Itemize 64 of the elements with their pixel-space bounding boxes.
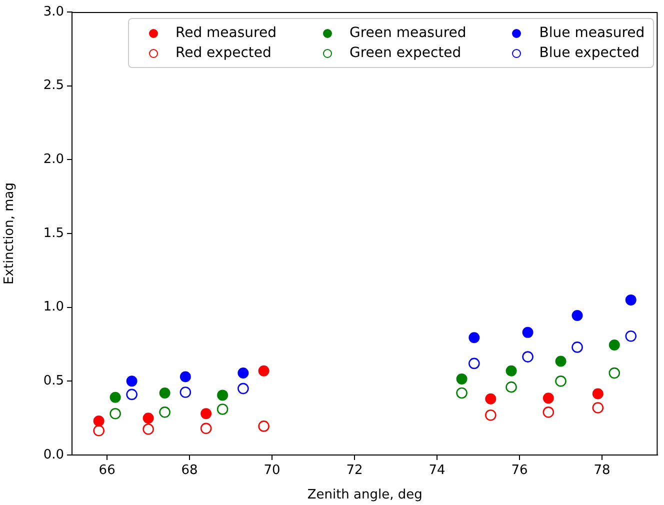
x-tick-label: 70	[264, 463, 280, 478]
point	[506, 365, 517, 376]
point	[93, 416, 104, 427]
legend-label: Green expected	[350, 45, 462, 61]
point	[485, 393, 496, 404]
point	[110, 392, 121, 403]
point	[608, 339, 620, 350]
x-tick-label: 78	[594, 463, 610, 478]
point	[93, 424, 104, 436]
y-tick-label: 0.5	[43, 374, 64, 389]
point	[110, 408, 121, 420]
point	[126, 388, 138, 400]
y-tick-label: 1.5	[43, 226, 64, 241]
point	[542, 406, 554, 418]
y-tick-label: 0.0	[43, 447, 64, 462]
y-tick-label: 3.0	[43, 4, 64, 20]
legend-label: Green measured	[350, 25, 466, 41]
x-tick-label: 66	[98, 463, 116, 478]
x-tick-label: 68	[181, 463, 198, 478]
point	[180, 371, 191, 382]
x-axis-title: Zenith angle, deg	[307, 488, 422, 503]
point	[200, 408, 212, 420]
point	[126, 376, 138, 387]
point	[572, 342, 583, 353]
point	[216, 404, 228, 415]
point	[142, 424, 154, 435]
point	[159, 406, 170, 418]
y-tick-label: 2.0	[43, 152, 64, 168]
point	[592, 388, 604, 400]
point	[555, 356, 566, 367]
y-tick-label: 1.0	[43, 300, 64, 315]
point	[142, 412, 154, 424]
point	[542, 392, 554, 404]
point	[625, 330, 637, 342]
point	[200, 422, 212, 434]
point	[258, 420, 270, 432]
x-tick-label: 74	[428, 463, 446, 478]
point	[180, 386, 192, 398]
point	[217, 390, 228, 401]
point	[506, 381, 517, 393]
legend-label: Red measured	[176, 25, 276, 41]
point	[468, 358, 480, 370]
y-tick-label: 2.5	[43, 78, 64, 94]
point	[485, 409, 496, 421]
legend-label: Blue measured	[539, 25, 645, 41]
point	[522, 351, 534, 362]
legend-label: Red expected	[176, 45, 272, 61]
point	[572, 310, 583, 321]
point	[238, 368, 249, 379]
point	[456, 373, 468, 384]
point	[522, 326, 534, 338]
point	[258, 365, 270, 376]
point	[238, 382, 249, 394]
x-tick-label: 76	[511, 463, 528, 478]
point	[468, 332, 480, 344]
point	[555, 376, 566, 387]
x-tick-label: 72	[346, 463, 363, 478]
point	[592, 402, 604, 414]
point	[456, 387, 468, 399]
point	[608, 367, 620, 379]
point	[159, 387, 170, 398]
y-axis-title: Extinction, mag	[2, 182, 18, 285]
legend-label: Blue expected	[539, 45, 640, 61]
point	[625, 294, 636, 306]
